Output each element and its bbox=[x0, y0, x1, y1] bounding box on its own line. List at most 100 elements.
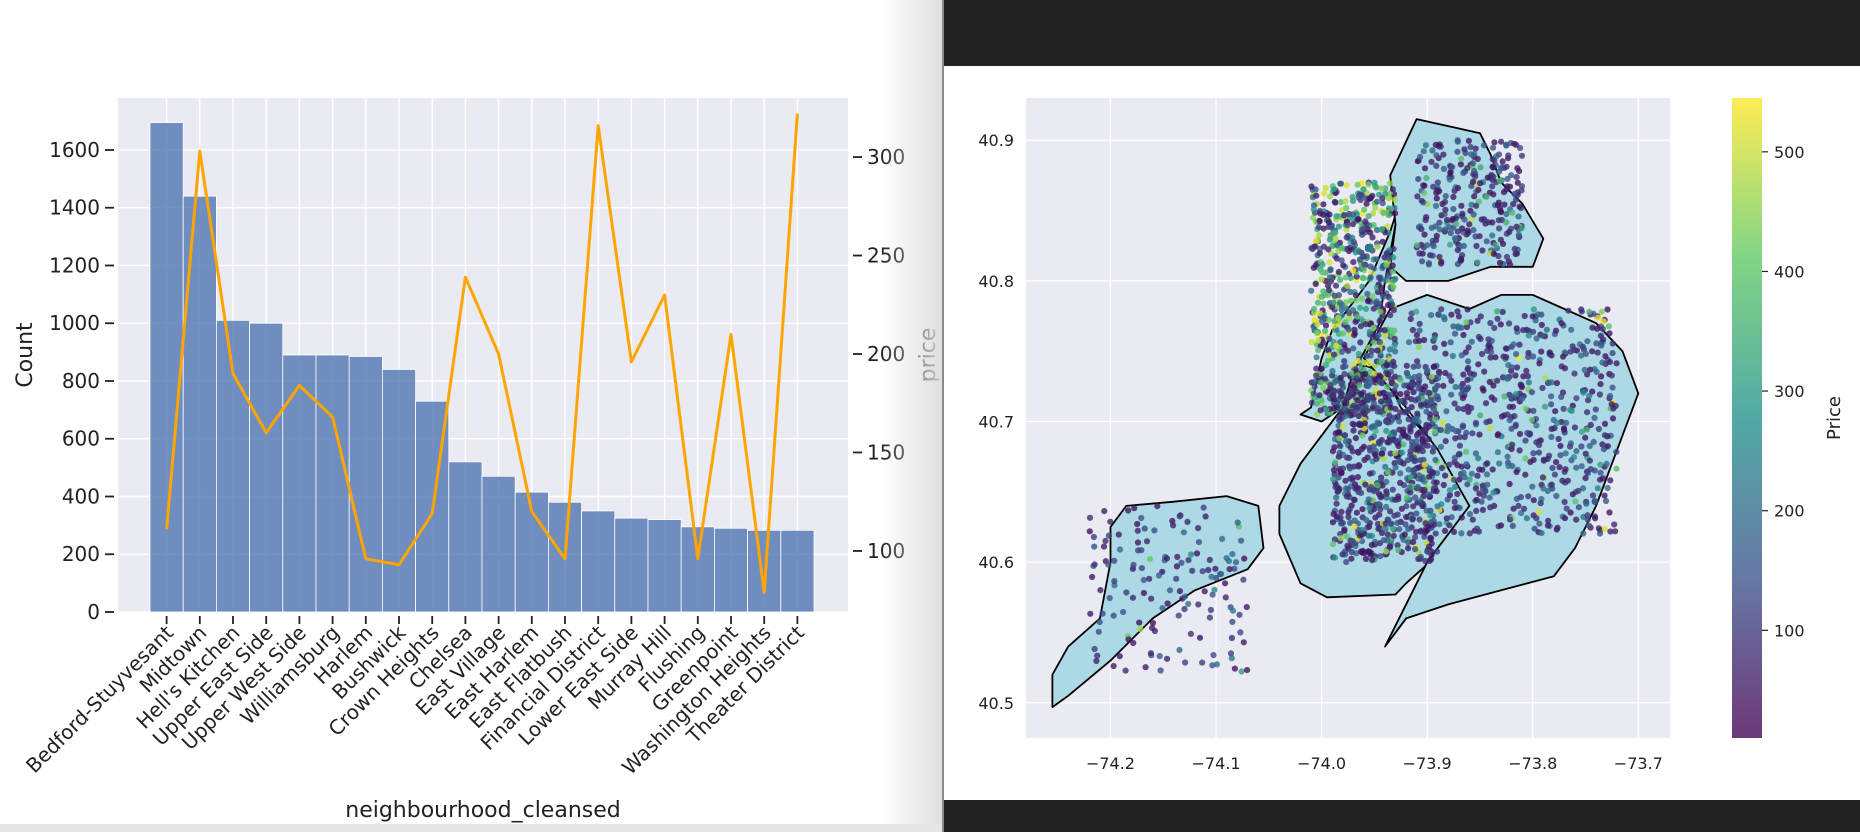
listing-point bbox=[1578, 352, 1585, 359]
listing-point bbox=[1378, 529, 1386, 537]
listing-point bbox=[1486, 494, 1493, 501]
listing-point bbox=[1454, 323, 1462, 330]
listing-point bbox=[1610, 405, 1617, 412]
listing-point bbox=[1321, 375, 1328, 382]
listing-point bbox=[1494, 377, 1501, 384]
listing-point bbox=[1385, 302, 1392, 309]
listing-point bbox=[1530, 450, 1537, 457]
listing-point bbox=[1440, 151, 1447, 158]
listing-point bbox=[1561, 498, 1568, 506]
listing-point bbox=[1405, 545, 1412, 552]
listing-point bbox=[1525, 332, 1532, 339]
listing-point bbox=[1465, 364, 1472, 371]
listing-point bbox=[1397, 376, 1404, 383]
listing-point bbox=[1313, 365, 1320, 372]
listing-point bbox=[1180, 529, 1187, 536]
listing-point bbox=[1418, 197, 1425, 204]
horizontal-scrollbar[interactable] bbox=[0, 824, 942, 832]
listing-point bbox=[1181, 606, 1188, 613]
listing-point bbox=[1378, 226, 1385, 233]
borough-staten-island bbox=[1051, 495, 1265, 708]
listing-point bbox=[1350, 239, 1357, 246]
listing-point bbox=[1175, 612, 1182, 619]
listing-point bbox=[1364, 190, 1371, 197]
listing-point bbox=[1492, 354, 1499, 361]
listing-point bbox=[1397, 479, 1404, 486]
listing-point bbox=[1358, 526, 1365, 534]
listing-point bbox=[1438, 465, 1445, 472]
listing-point bbox=[1354, 313, 1361, 320]
listing-point bbox=[1446, 176, 1453, 183]
listing-point bbox=[1380, 293, 1387, 300]
listing-point bbox=[1486, 189, 1494, 196]
listing-point bbox=[1464, 306, 1471, 313]
y-tick-label: 200 bbox=[62, 542, 100, 566]
listing-point bbox=[1362, 321, 1369, 328]
listing-point bbox=[1386, 180, 1394, 187]
bar bbox=[282, 354, 317, 613]
listing-point bbox=[1376, 339, 1384, 346]
listing-point bbox=[1522, 471, 1529, 478]
listing-point bbox=[1436, 521, 1443, 528]
listing-point bbox=[1481, 368, 1488, 375]
listing-point bbox=[1182, 659, 1189, 666]
listing-point bbox=[1229, 607, 1237, 614]
listing-point bbox=[1339, 551, 1346, 558]
y-tick-label: 40.9 bbox=[978, 131, 1014, 150]
listing-point bbox=[1541, 403, 1549, 410]
listing-point bbox=[1350, 345, 1357, 352]
listing-point bbox=[1178, 559, 1185, 566]
listing-point bbox=[1524, 373, 1531, 380]
listing-point bbox=[1571, 424, 1578, 431]
listing-point bbox=[1238, 537, 1245, 544]
listing-point bbox=[1544, 455, 1551, 463]
listing-point bbox=[1173, 563, 1180, 570]
listing-point bbox=[1504, 375, 1511, 382]
listing-point bbox=[1141, 525, 1148, 532]
listing-point bbox=[1100, 543, 1108, 550]
listing-point bbox=[1606, 359, 1613, 366]
listing-point bbox=[1373, 298, 1380, 305]
listing-point bbox=[1413, 332, 1420, 339]
listing-point bbox=[1596, 530, 1603, 537]
listing-point bbox=[1383, 261, 1390, 268]
listing-point bbox=[1223, 555, 1230, 562]
listing-point bbox=[1364, 245, 1371, 252]
listing-point bbox=[1446, 492, 1453, 499]
listing-point bbox=[1195, 525, 1202, 532]
listing-point bbox=[1472, 419, 1479, 426]
listing-point bbox=[1395, 442, 1402, 450]
listing-point bbox=[1331, 536, 1338, 543]
listing-point bbox=[1603, 460, 1610, 467]
listing-point bbox=[1573, 395, 1580, 402]
listing-point bbox=[1553, 419, 1561, 427]
listing-point bbox=[1392, 210, 1399, 217]
listing-point bbox=[1312, 280, 1319, 288]
listing-point bbox=[1438, 258, 1445, 265]
listing-point bbox=[1442, 369, 1449, 377]
listing-point bbox=[1228, 634, 1235, 642]
listing-point bbox=[1473, 242, 1480, 250]
listing-point bbox=[1422, 217, 1429, 224]
listing-point bbox=[1339, 330, 1347, 337]
listing-point bbox=[1466, 511, 1474, 518]
listing-point bbox=[1516, 430, 1524, 438]
listing-point bbox=[1209, 662, 1216, 669]
listing-point bbox=[1557, 442, 1564, 449]
listing-point bbox=[1454, 308, 1461, 315]
listing-point bbox=[1379, 450, 1386, 457]
listing-point bbox=[1358, 489, 1365, 496]
listing-point bbox=[1130, 639, 1137, 647]
listing-point bbox=[1354, 181, 1361, 188]
listing-point bbox=[1396, 526, 1403, 533]
listing-point bbox=[1503, 354, 1510, 361]
listing-point bbox=[1478, 498, 1485, 505]
listing-point bbox=[1504, 411, 1511, 418]
listing-point bbox=[1387, 404, 1394, 411]
listing-point bbox=[1384, 371, 1391, 378]
listing-point bbox=[1337, 514, 1344, 521]
listing-point bbox=[1561, 515, 1569, 522]
listing-point bbox=[1387, 312, 1394, 319]
listing-point bbox=[1593, 368, 1600, 376]
listing-point bbox=[1458, 514, 1465, 521]
